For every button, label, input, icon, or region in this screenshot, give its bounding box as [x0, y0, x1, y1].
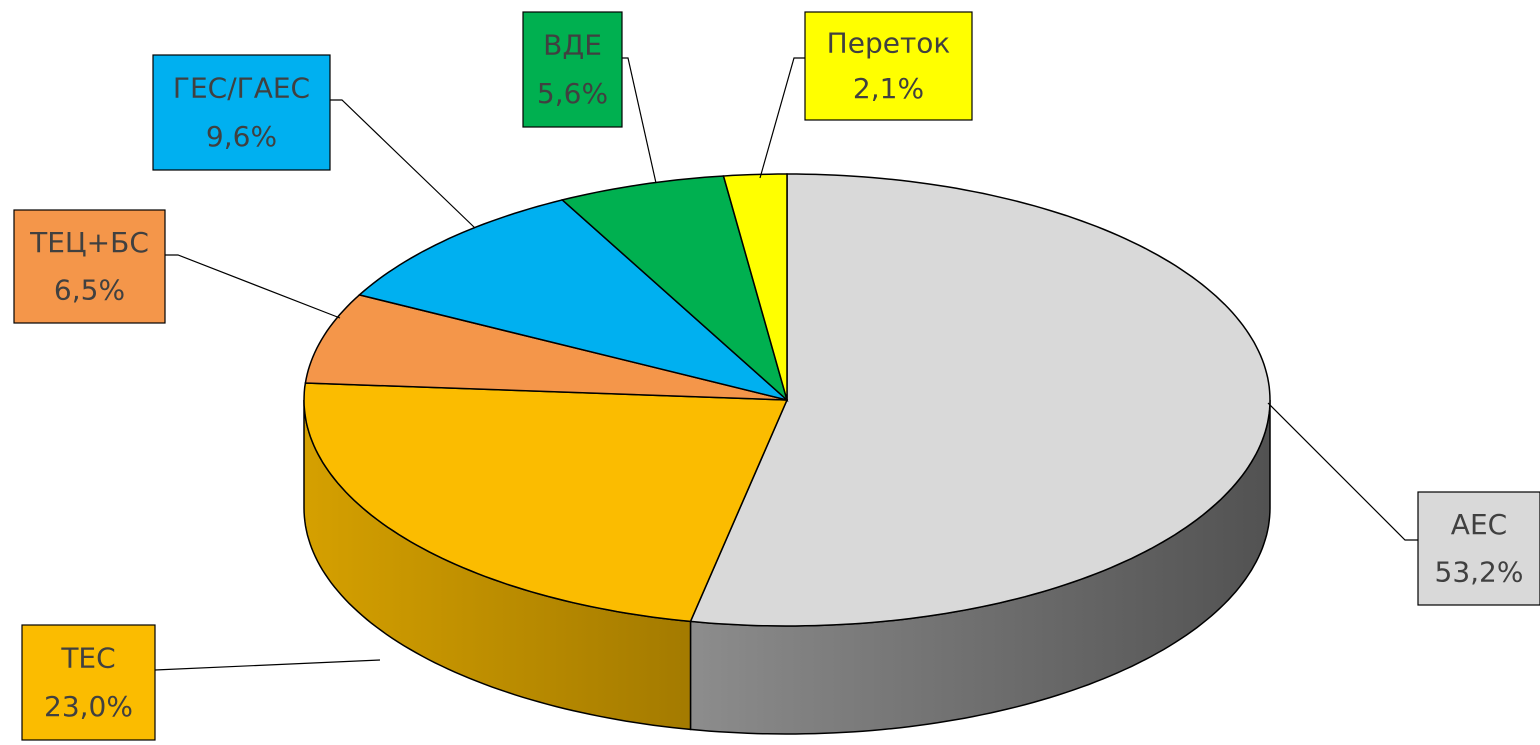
slice [303, 382, 789, 623]
label-box [13, 209, 166, 324]
slice [304, 294, 788, 401]
value-label: 9,6% [206, 120, 277, 153]
slice [560, 175, 789, 403]
leader-line [759, 57, 805, 179]
value-label: 6,5% [54, 273, 125, 306]
category-label: ВДЕ [543, 29, 602, 62]
leader-line [330, 99, 476, 229]
label-box [804, 11, 973, 121]
value-label: 2,1% [853, 72, 924, 105]
slice [722, 173, 788, 401]
category-label: ТЕЦ+БС [29, 226, 149, 259]
leader-line [622, 57, 657, 184]
slice [689, 173, 1271, 627]
label-box [152, 54, 331, 171]
leader-line [165, 254, 341, 319]
slice [357, 199, 788, 401]
label-box [21, 624, 156, 741]
category-label: Переток [827, 26, 951, 59]
category-label: АЕС [1451, 508, 1507, 541]
leader-line [1267, 402, 1418, 541]
label-box [1417, 491, 1540, 606]
category-label: ТЕС [60, 642, 115, 675]
value-label: 23,0% [44, 690, 133, 723]
label-box [522, 11, 623, 128]
category-label: ГЕС/ГАЕС [173, 72, 310, 105]
value-label: 5,6% [537, 77, 608, 110]
value-label: 53,2% [1435, 555, 1524, 588]
leader-line [154, 659, 381, 671]
